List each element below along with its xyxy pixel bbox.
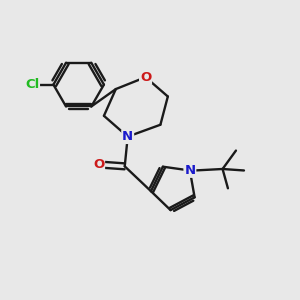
- Text: O: O: [140, 71, 151, 84]
- Text: N: N: [184, 164, 195, 177]
- Text: O: O: [93, 158, 104, 171]
- Text: Cl: Cl: [25, 78, 39, 91]
- Text: N: N: [122, 130, 133, 143]
